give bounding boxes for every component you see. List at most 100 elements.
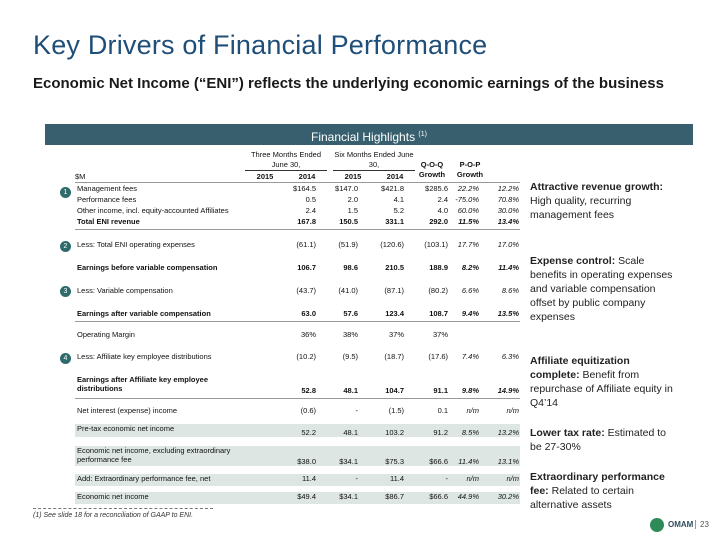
page-subtitle: Economic Net Income (“ENI”) reflects the… [33,75,664,92]
table-row: Economic net income, excluding extraordi… [75,446,520,466]
growth-cell: 9.8% [461,386,479,395]
growth-cell: 11.5% [458,217,479,226]
growth-cell: 12.2% [497,184,519,193]
value-cell: 0.1 [437,406,448,415]
growth-cell: 13.4% [497,217,519,226]
banner-label: Financial Highlights [311,130,416,144]
logo-text: OMAM [668,520,694,529]
growth-cell: 17.7% [457,240,479,249]
year-header: 2015 [344,172,362,181]
value-cell: 123.4 [385,309,404,318]
value-cell: (120.6) [380,240,404,249]
value-cell: 2.0 [347,195,358,204]
value-cell: - [355,406,359,415]
row-label: Pre-tax economic net income [77,424,175,433]
table-row: Add: Extraordinary performance fee, net 1… [75,474,520,486]
value-cell: $66.6 [429,457,448,466]
growth-cell: n/m [506,406,519,415]
footnote: (1) See slide 18 for a reconciliation of… [33,512,194,519]
value-cell: (103.1) [424,240,448,249]
value-cell: $285.6 [425,184,448,193]
value-cell: 1.5 [347,206,358,215]
table-row: Earnings before variable compensation 106… [75,263,520,272]
growth-cell: n/m [466,474,479,483]
row-label: Net interest (expense) income [77,406,178,415]
growth-cell: 17.0% [497,240,519,249]
three-months-header: Three Months Ended June 30, [245,150,327,171]
value-cell: 37% [432,330,448,339]
page-title: Key Drivers of Financial Performance [33,30,488,60]
note-tax-rate: Lower tax rate: Estimated to be 27-30% [530,427,666,453]
value-cell: $164.5 [293,184,316,193]
growth-cell: 70.8% [497,195,519,204]
value-cell: 2.4 [437,195,448,204]
note-affiliate-equitization: Affiliate equitization complete: Benefit… [530,355,673,409]
unit-header: $M [75,172,86,181]
value-cell: 106.7 [297,263,316,272]
driver-badge-2: 2 [60,241,71,252]
growth-cell: 6.3% [501,352,519,361]
table-row: Earnings after Affiliate key employee di… [75,375,520,395]
driver-badge-4: 4 [60,353,71,364]
value-cell: (0.6) [300,406,316,415]
note-expense-control: Expense control: Scale benefits in opera… [530,255,673,323]
value-cell: 150.5 [339,217,358,226]
value-cell: (51.9) [338,240,358,249]
growth-cell: 60.0% [457,206,479,215]
driver-badge-1: 1 [60,187,71,198]
row-label: Total ENI revenue [77,217,140,226]
value-cell: 188.9 [429,263,448,272]
value-cell: 57.6 [343,309,358,318]
section-divider [75,321,520,322]
growth-cell: 44.9% [457,492,479,501]
table-row: Operating Margin 36% 38% 37% 37% [75,330,520,339]
value-cell: (10.2) [296,352,316,361]
growth-cell: 13.2% [497,428,519,437]
growth-cell: 8.2% [461,263,479,272]
value-cell: (61.1) [296,240,316,249]
row-label: Economic net income [77,492,149,501]
growth-cell: -75.0% [455,195,479,204]
growth-cell: 22.2% [457,184,479,193]
value-cell: 210.5 [385,263,404,272]
value-cell: 4.1 [393,195,404,204]
value-cell: 91.2 [433,428,448,437]
value-cell: - [445,474,449,483]
value-cell: 4.0 [437,206,448,215]
row-label: Operating Margin [77,330,135,339]
value-cell: $34.1 [339,457,358,466]
header-divider [75,182,520,183]
value-cell: 0.5 [305,195,316,204]
value-cell: 104.7 [385,386,404,395]
growth-cell: 11.4% [458,457,479,466]
value-cell: $34.1 [339,492,358,501]
value-cell: 48.1 [343,386,358,395]
table-row: Total ENI revenue 167.8 150.5 331.1 292.0 11.… [75,217,520,226]
row-label: Other income, incl. equity-accounted Aff… [77,206,229,215]
value-cell: 98.6 [343,263,358,272]
value-cell: 38% [342,330,358,339]
footnote-divider [33,508,213,509]
year-header: 2015 [256,172,274,181]
financial-highlights-banner: Financial Highlights (1) [45,124,693,145]
row-label: Less: Affiliate key employee distributio… [77,352,212,361]
year-header: 2014 [386,172,404,181]
growth-cell: n/m [506,474,519,483]
value-cell: (41.0) [338,286,358,295]
section-divider [75,398,520,399]
value-cell: (17.6) [428,352,448,361]
table-row: Net interest (expense) income (0.6) - (1.5)… [75,406,520,415]
growth-cell: 30.0% [497,206,519,215]
growth-cell: 13.5% [497,309,519,318]
growth-cell: 8.5% [461,428,479,437]
row-label: Earnings after Affiliate key employee di… [77,375,209,393]
growth-cell: n/m [466,406,479,415]
table-row: Less: Variable compensation (43.7) (41.0) (… [75,286,520,295]
six-months-header: Six Months Ended June 30, [333,150,415,171]
value-cell: (1.5) [388,406,404,415]
value-cell: 48.1 [343,428,358,437]
table-row: Less: Affiliate key employee distributio… [75,352,520,361]
value-cell: (18.7) [384,352,404,361]
value-cell: (80.2) [428,286,448,295]
value-cell: 36% [300,330,316,339]
